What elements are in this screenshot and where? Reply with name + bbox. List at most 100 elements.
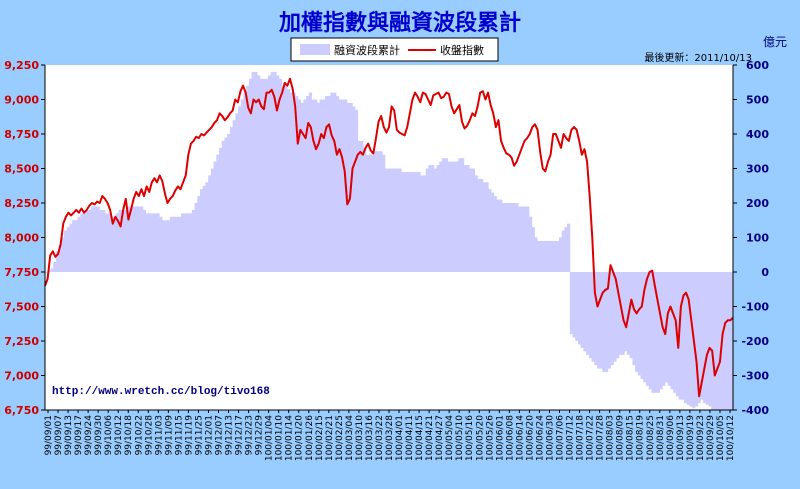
margin-bar [243,92,247,272]
margin-bar [510,203,514,272]
margin-bar [240,99,244,272]
x-tick-label: 100/03/28 [385,415,395,461]
margin-bar [371,151,375,272]
x-tick-label: 100/08/25 [646,415,656,461]
left-tick-label: 7,500 [4,301,39,314]
margin-bar [365,154,370,272]
margin-bar [681,272,685,400]
x-tick-label: 100/04/21 [425,415,435,461]
x-tick-label: 99/12/13 [225,415,235,455]
margin-bar [632,272,636,366]
margin-bar [159,216,163,272]
x-tick-label: 100/06/24 [535,415,545,461]
x-tick-label: 100/02/25 [335,415,345,461]
x-tick-label: 99/12/17 [235,415,245,455]
margin-bar [654,272,658,393]
x-tick-label: 99/12/23 [245,415,255,455]
margin-bar [83,213,87,272]
margin-bar [670,272,674,390]
margin-bar [537,240,541,272]
margin-bar [110,216,114,272]
margin-bar [248,78,253,272]
margin-bar [257,75,261,272]
margin-bar [379,151,383,272]
margin-bar [613,272,617,362]
margin-bar [210,168,214,272]
margin-bar [102,209,106,272]
x-tick-label: 99/12/29 [255,415,265,456]
margin-bar [504,203,508,272]
margin-bar [553,240,557,272]
margin-bar [697,272,701,404]
margin-bar [531,227,535,272]
margin-bar [278,78,282,272]
margin-bar [208,175,212,272]
margin-bar [112,216,117,272]
x-tick-label: 99/11/09 [164,415,174,456]
margin-bar [640,272,644,379]
margin-bar [137,206,141,272]
x-tick-label: 100/07/18 [576,415,586,461]
margin-bar [335,96,340,272]
margin-bar [414,171,418,272]
x-tick-label: 100/09/06 [666,415,676,461]
margin-bar [74,220,79,272]
left-tick-label: 7,250 [4,335,39,348]
margin-bar [727,272,731,410]
margin-bar [705,272,709,405]
margin-bar [115,213,119,272]
margin-bar [588,272,592,359]
margin-bar [251,71,255,273]
margin-bar [55,251,59,272]
margin-bar [216,154,220,272]
right-tick-label: -400 [741,404,769,417]
margin-bar [99,209,103,272]
margin-bar [591,272,595,362]
margin-bar [700,272,704,400]
x-tick-label: 100/01/10 [275,415,285,461]
margin-bar [123,209,127,272]
left-tick-label: 9,250 [4,59,39,72]
margin-bar [91,206,95,272]
x-tick-label: 100/09/23 [696,415,706,461]
margin-bar [172,216,176,272]
margin-bar [107,213,111,272]
margin-bar [254,71,258,273]
margin-bar [586,272,590,355]
margin-bar [132,206,136,272]
margin-bar [322,99,326,272]
margin-bar [420,175,424,272]
margin-bar [523,206,527,272]
margin-bar [235,113,239,272]
margin-bar [417,171,421,272]
x-tick-label: 100/07/06 [556,415,566,461]
margin-bar [161,220,166,272]
margin-bar [659,272,663,390]
updated-text: 最後更新：2011/10/13 [644,51,752,64]
margin-bar [316,102,321,272]
margin-bar [53,261,57,272]
x-tick-label: 99/10/22 [134,415,144,455]
margin-bar [607,272,612,369]
margin-bar [548,240,552,272]
margin-bar [93,206,98,272]
x-tick-label: 100/05/10 [455,415,465,461]
margin-bar [270,71,274,273]
margin-bar [689,272,693,407]
margin-bar [667,272,671,386]
margin-bar [183,213,187,272]
margin-bar [580,272,584,348]
right-axis-ticks: 600 500 400 300 200 100 0 -100 -200 -300 -400 [733,59,769,417]
x-tick-label: 100/06/20 [525,415,535,461]
margin-bar [267,75,272,272]
margin-bar [518,206,522,272]
margin-bar [602,272,606,373]
margin-bar [287,89,291,273]
margin-bar [221,140,225,272]
margin-bar [197,196,201,272]
margin-bar [499,199,503,272]
margin-bar [550,240,554,272]
margin-bar [72,220,76,272]
margin-bar [730,272,734,410]
margin-bar [330,92,334,272]
